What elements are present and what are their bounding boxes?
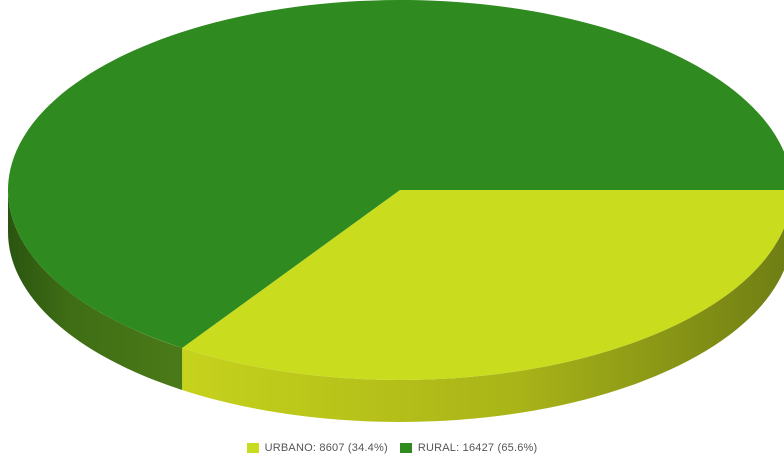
legend-item-urbano: URBANO: 8607 (34.4%): [246, 442, 388, 454]
legend-swatch-rural: [399, 443, 412, 453]
pie-chart-plot: [8, 0, 784, 422]
legend-swatch-urbano: [246, 443, 259, 453]
pie-side-urbano: [182, 228, 784, 422]
legend-item-rural: RURAL: 16427 (65.6%): [399, 442, 538, 454]
pie-tops: [8, 0, 784, 380]
legend: URBANO: 8607 (34.4%) RURAL: 16427 (65.6%…: [0, 440, 784, 456]
pie-slice-urbano: [182, 190, 784, 380]
legend-label-rural: RURAL: 16427 (65.6%): [417, 442, 538, 454]
pie-side-rural: [8, 190, 183, 390]
pie-sides: [8, 190, 784, 422]
legend-label-urbano: URBANO: 8607 (34.4%): [264, 442, 388, 454]
pie-slice-rural: [8, 0, 784, 348]
